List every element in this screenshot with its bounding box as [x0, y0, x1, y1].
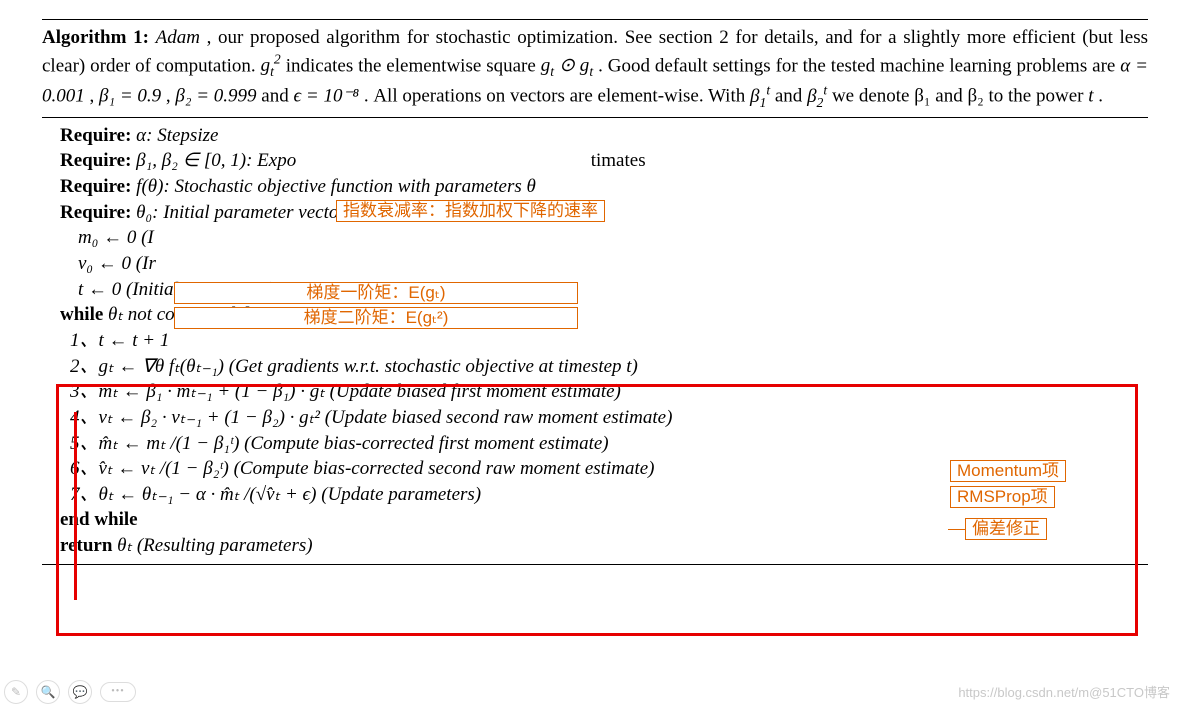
caption-period: . — [1098, 86, 1103, 107]
caption-tail1: . All operations on vectors are element-… — [364, 86, 750, 107]
init-m0: m₀ ← 0 (I — [78, 225, 1148, 251]
b1t: β1t — [750, 86, 770, 107]
anno-momentum-text: Momentum项 — [957, 461, 1059, 480]
require-3: Require: f(θ): Stochastic objective func… — [60, 174, 1148, 200]
power-t: t — [1088, 86, 1093, 107]
require-label: Require: — [60, 202, 131, 223]
b2-default: β₂ = 0.999 — [175, 86, 256, 107]
more-icon[interactable]: ••• — [100, 682, 136, 702]
anno-second-moment: 梯度二阶矩：E(gₜ²) — [174, 307, 578, 329]
init-v0: v₀ ← 0 (Ir — [78, 251, 1148, 277]
step-5: 5、m̂ₜ ← mₜ /(1 − β₁ᵗ) (Compute bias-corr… — [70, 431, 1148, 457]
comment-icon[interactable]: 💬 — [68, 680, 92, 704]
b1-default: β₁ = 0.9 — [99, 86, 161, 107]
anno-decay-text: 指数衰减率：指数加权下降的速率 — [343, 201, 598, 220]
rule-bottom — [42, 564, 1148, 565]
m0-text: m₀ ← 0 (I — [78, 227, 154, 248]
search-icon[interactable]: 🔍 — [36, 680, 60, 704]
v0-text: v₀ ← 0 (Ir — [78, 253, 156, 274]
anno-bias-text: 偏差修正 — [972, 519, 1040, 538]
step-4: 4、vₜ ← β₂ · vₜ₋₁ + (1 − β₂) · gₜ² (Updat… — [70, 405, 1148, 431]
algo-label: Algorithm 1: — [42, 27, 149, 48]
g-squared: gt2 — [261, 55, 281, 76]
b2t: β2t — [807, 86, 827, 107]
anno-rmsprop: RMSProp项 — [950, 486, 1055, 508]
watermark: https://blog.csdn.net/m@51CTO博客 — [958, 684, 1170, 702]
require-3-val: f(θ): Stochastic objective function with… — [136, 176, 536, 197]
algorithm-caption: Algorithm 1: Adam , our proposed algorit… — [42, 25, 1148, 112]
return-kw: return — [60, 535, 112, 556]
edit-icon[interactable]: ✎ — [4, 680, 28, 704]
algo-name: Adam — [156, 27, 200, 48]
require-label: Require: — [60, 176, 131, 197]
anno-momentum: Momentum项 — [950, 460, 1066, 482]
caption-g2-expl: indicates the elementwise square — [286, 55, 541, 76]
g-odot-g: gt ⊙ gt — [541, 55, 593, 76]
require-label: Require: — [60, 125, 131, 146]
algorithm-page: Algorithm 1: Adam , our proposed algorit… — [0, 0, 1184, 708]
anno-bias-correct: 偏差修正 — [965, 518, 1047, 540]
anno-rmsprop-text: RMSProp项 — [957, 487, 1048, 506]
return-val: θₜ (Resulting parameters) — [117, 535, 312, 556]
anno-second-moment-text: 梯度二阶矩：E(gₜ²) — [304, 308, 449, 327]
toolbar: ✎ 🔍 💬 ••• — [0, 680, 136, 704]
step-2: 2、gₜ ← ∇θ fₜ(θₜ₋₁) (Get gradients w.r.t.… — [70, 354, 1148, 380]
rule-top — [42, 19, 1148, 20]
anno-first-moment-text: 梯度一阶矩：E(gₜ) — [306, 283, 445, 302]
step-1: 1、t ← t + 1 — [70, 328, 1148, 354]
caption-tail2: we denote β₁ and β₂ to the power — [832, 86, 1088, 107]
while-kw: while — [60, 304, 103, 325]
require-label: Require: — [60, 150, 131, 171]
eps-default: ϵ = 10⁻⁸ — [293, 86, 359, 107]
bias-connector — [948, 528, 965, 530]
anno-first-moment: 梯度一阶矩：E(gₜ) — [174, 282, 578, 304]
step-3: 3、mₜ ← β₁ · mₜ₋₁ + (1 − β₁) · gₜ (Update… — [70, 379, 1148, 405]
require-2-pre: β₁, β₂ ∈ [0, 1): Expo — [136, 150, 296, 171]
require-1-val: α: Stepsize — [136, 125, 218, 146]
caption-defaults: . Good default settings for the tested m… — [598, 55, 1120, 76]
loop-body-bar — [74, 412, 77, 600]
require-1: Require: α: Stepsize — [60, 123, 1148, 149]
require-2: Require: β₁, β₂ ∈ [0, 1): Expo 指数衰减率：指数加… — [60, 148, 1148, 174]
anno-decay-rate: 指数衰减率：指数加权下降的速率 — [336, 200, 605, 222]
require-4-val: θ₀: Initial parameter vector — [136, 202, 346, 223]
rule-mid — [42, 117, 1148, 118]
require-2-post: timates — [591, 150, 646, 171]
